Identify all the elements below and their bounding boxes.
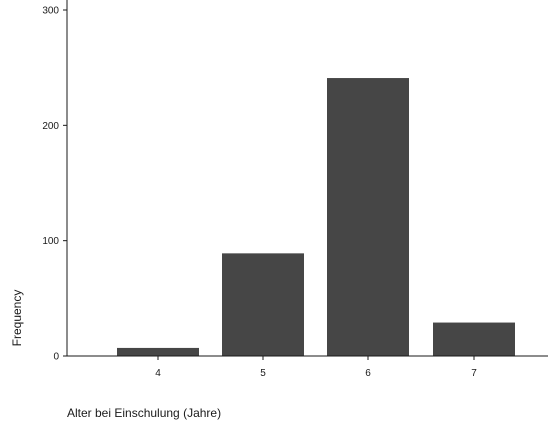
bar-4 <box>117 347 199 356</box>
x-tick-label: 5 <box>260 368 266 379</box>
x-axis-title: Alter bei Einschulung (Jahre) <box>67 406 221 420</box>
y-tick-label: 100 <box>42 236 59 247</box>
bar-7 <box>433 322 515 356</box>
y-ticks: 0 100 200 300 <box>42 6 67 363</box>
bar-6 <box>327 78 409 357</box>
axes-layer <box>66 0 548 357</box>
y-axis-title: Frequency <box>10 290 24 347</box>
x-tick-label: 7 <box>471 368 477 379</box>
bar-5 <box>222 253 304 356</box>
bars-layer <box>117 78 515 357</box>
x-tick-label: 6 <box>365 368 371 379</box>
y-tick-label: 0 <box>53 352 59 363</box>
y-tick-label: 300 <box>42 6 59 17</box>
y-tick-label: 200 <box>42 121 59 132</box>
x-tick-label: 4 <box>155 368 161 379</box>
x-ticks: 4 5 6 7 <box>155 356 477 379</box>
